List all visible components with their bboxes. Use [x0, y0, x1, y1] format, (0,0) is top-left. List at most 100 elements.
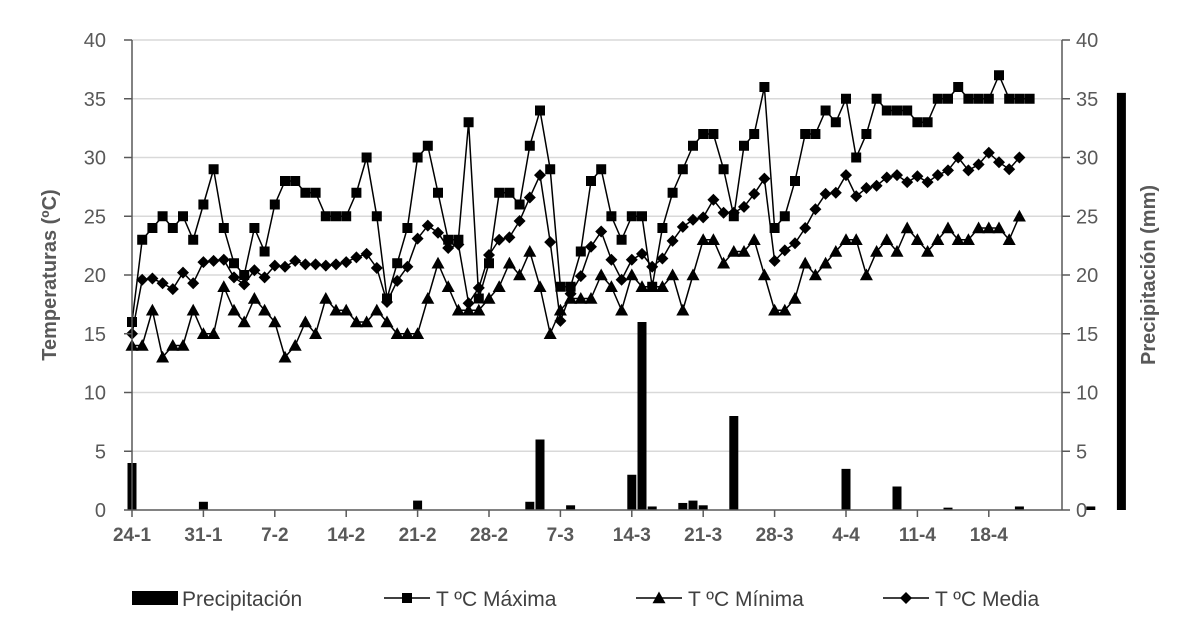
- data-point-triangle: [727, 245, 741, 257]
- data-point-square: [443, 234, 454, 245]
- precipitation-bar: [1014, 506, 1024, 510]
- data-point-triangle: [655, 280, 669, 292]
- data-point-triangle: [156, 350, 170, 363]
- data-point-triangle: [931, 233, 945, 245]
- data-point-square: [667, 187, 678, 198]
- data-point-square: [1004, 93, 1015, 104]
- data-point-square: [749, 129, 760, 139]
- data-point-triangle: [237, 315, 251, 328]
- data-point-triangle: [839, 233, 853, 245]
- y-tick-label-left: 15: [84, 324, 106, 346]
- data-point-diamond: [462, 297, 475, 310]
- data-point-triangle: [482, 292, 496, 304]
- data-point-diamond: [146, 272, 159, 285]
- data-point-square: [830, 117, 841, 128]
- data-point-diamond: [901, 176, 914, 189]
- data-point-triangle: [268, 315, 282, 328]
- series-line-triangle: [132, 215, 1021, 359]
- data-point-square: [739, 140, 749, 151]
- data-point-square: [698, 129, 709, 139]
- data-point-square: [208, 164, 219, 175]
- data-point-diamond: [942, 164, 954, 177]
- data-point-triangle: [298, 315, 312, 328]
- x-tick-label: 11-4: [899, 525, 936, 546]
- data-point-square: [535, 105, 545, 116]
- data-point-diamond: [350, 251, 363, 264]
- data-point-square: [953, 82, 964, 92]
- y-tick-label-left: 25: [84, 206, 106, 228]
- data-point-triangle: [921, 245, 935, 257]
- data-point-triangle: [380, 315, 394, 328]
- data-point-diamond: [483, 249, 495, 262]
- x-tick-label: 31-1: [184, 525, 222, 546]
- data-point-square: [157, 211, 168, 222]
- x-tick-label: 7-3: [547, 525, 574, 546]
- y-tick-label-right: 35: [1076, 89, 1098, 111]
- legend-marker-diamond: [900, 592, 912, 604]
- data-point-triangle: [910, 233, 924, 245]
- data-point-square: [626, 211, 637, 222]
- data-point-triangle: [961, 233, 975, 245]
- y-tick-label-left: 0: [95, 500, 106, 522]
- data-point-diamond: [789, 237, 801, 250]
- data-point-diamond: [156, 277, 169, 290]
- data-point-diamond: [697, 211, 710, 224]
- data-point-diamond: [432, 226, 444, 239]
- data-point-diamond: [574, 270, 587, 283]
- legend-item: T ºC Máxima: [384, 588, 557, 611]
- x-tick-label: 14-2: [327, 525, 365, 546]
- data-point-triangle: [472, 303, 486, 316]
- precipitation-bar: [688, 500, 698, 510]
- series-diamond: [126, 146, 1026, 340]
- data-point-triangle: [798, 256, 812, 269]
- data-point-square: [331, 211, 341, 222]
- data-point-diamond: [931, 169, 944, 182]
- data-point-diamond: [748, 187, 761, 200]
- x-tick-label: 4-4: [832, 525, 860, 546]
- data-point-diamond: [962, 164, 975, 177]
- data-point-triangle: [666, 268, 680, 281]
- data-point-triangle: [196, 327, 210, 339]
- data-point-square: [790, 176, 800, 186]
- y-tick-label-left: 10: [84, 383, 106, 405]
- data-point-triangle: [135, 339, 149, 351]
- data-point-diamond: [921, 176, 934, 189]
- data-point-triangle: [523, 245, 537, 257]
- data-point-triangle: [778, 303, 792, 316]
- x-tick-label: 7-2: [261, 525, 288, 546]
- data-point-square: [463, 117, 474, 128]
- data-point-triangle: [166, 339, 180, 351]
- data-point-square: [300, 187, 311, 198]
- data-point-triangle: [421, 292, 435, 304]
- data-point-diamond: [207, 254, 220, 267]
- data-point-diamond: [391, 274, 404, 287]
- legend-marker-triangle: [652, 591, 666, 604]
- data-point-triangle: [829, 245, 843, 257]
- gridlines: [132, 39, 1062, 452]
- legend-swatch-bar: [132, 591, 178, 605]
- data-point-diamond: [636, 247, 648, 260]
- data-point-square: [637, 211, 647, 222]
- data-point-square: [851, 152, 862, 163]
- data-point-square: [239, 270, 250, 280]
- data-point-square: [994, 70, 1004, 81]
- y-tick-label-left: 5: [95, 441, 106, 463]
- y-tick-label-right: 30: [1076, 148, 1098, 170]
- data-point-triangle: [339, 303, 353, 316]
- data-point-square: [1014, 93, 1025, 104]
- precipitation-bar: [647, 506, 657, 510]
- x-tick-label: 21-3: [684, 525, 722, 546]
- precipitation-bar: [1086, 506, 1096, 510]
- data-point-diamond: [411, 232, 424, 245]
- data-point-diamond: [860, 182, 873, 195]
- data-point-diamond: [187, 277, 200, 290]
- data-point-triangle: [329, 303, 343, 316]
- data-point-square: [779, 211, 790, 222]
- y-tick-label-right: 20: [1076, 265, 1098, 287]
- data-point-square: [422, 140, 433, 151]
- data-point-triangle: [717, 256, 731, 269]
- data-point-diamond: [972, 158, 985, 171]
- data-point-diamond: [136, 273, 149, 286]
